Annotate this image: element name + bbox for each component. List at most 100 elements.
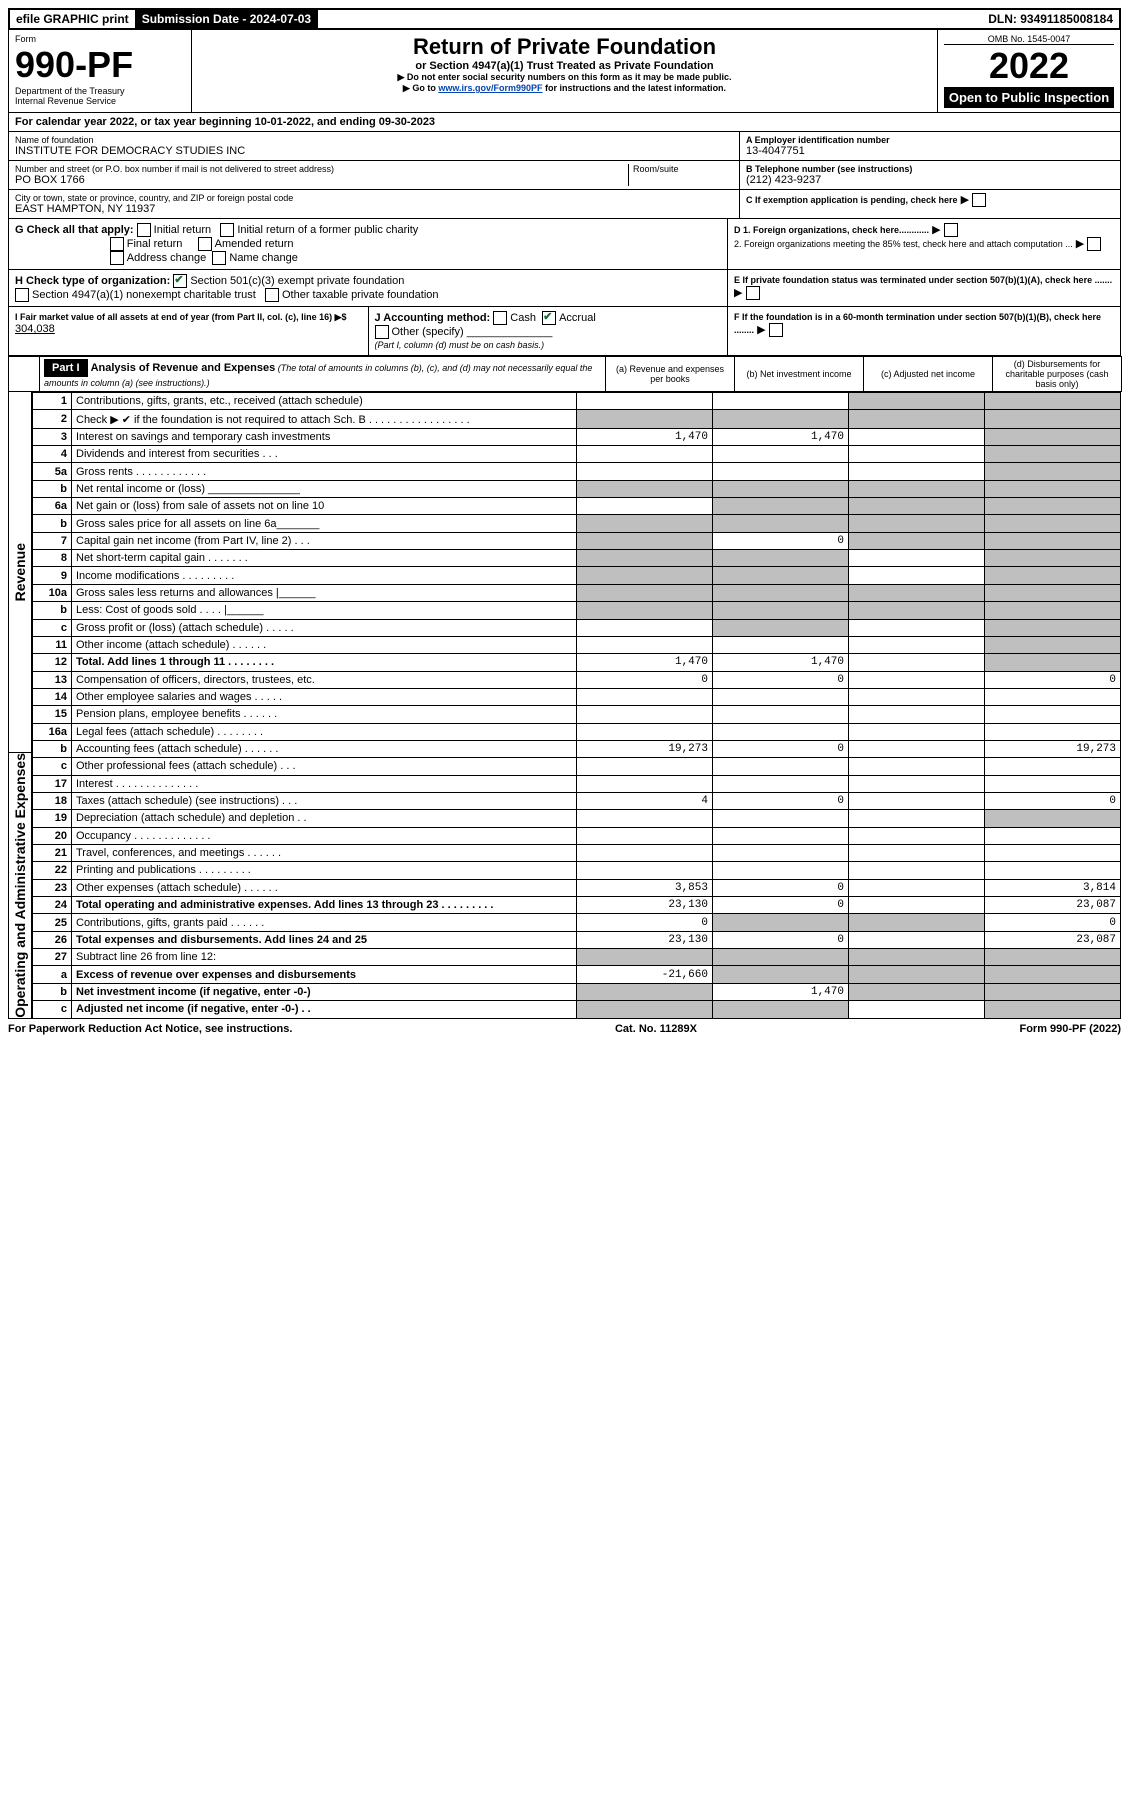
g-addr-change[interactable]: [110, 251, 124, 265]
city: EAST HAMPTON, NY 11937: [15, 203, 733, 215]
irs-link[interactable]: www.irs.gov/Form990PF: [438, 83, 542, 93]
cell-dcol: [984, 949, 1120, 966]
cell-c: [848, 758, 984, 775]
cell-c: [848, 706, 984, 723]
line-desc: Occupancy . . . . . . . . . . . . .: [72, 827, 577, 844]
table-row: bGross sales price for all assets on lin…: [33, 515, 1121, 532]
table-row: 24Total operating and administrative exp…: [33, 897, 1121, 914]
table-row: cGross profit or (loss) (attach schedule…: [33, 619, 1121, 636]
line-desc: Gross profit or (loss) (attach schedule)…: [72, 619, 577, 636]
cell-b: [712, 706, 848, 723]
cell-dcol: [984, 446, 1120, 463]
d2-checkbox[interactable]: [1087, 237, 1101, 251]
line-number: 11: [33, 636, 72, 653]
cell-c: [848, 446, 984, 463]
cell-b: [712, 758, 848, 775]
j-other[interactable]: [375, 325, 389, 339]
cell-b: [712, 410, 848, 428]
cell-b: 0: [712, 532, 848, 549]
cell-a: [576, 1001, 712, 1019]
g-name-change[interactable]: [212, 251, 226, 265]
table-row: 14Other employee salaries and wages . . …: [33, 688, 1121, 705]
form-label: Form: [15, 34, 185, 44]
cell-a: [576, 584, 712, 601]
cell-a: 0: [576, 671, 712, 688]
cell-b: 0: [712, 879, 848, 896]
cell-a: [576, 844, 712, 861]
cell-c: [848, 879, 984, 896]
line-number: 10a: [33, 584, 72, 601]
cell-b: [712, 636, 848, 653]
cell-c: [848, 393, 984, 410]
cell-c: [848, 1001, 984, 1019]
line-number: 21: [33, 844, 72, 861]
h-501c3[interactable]: [173, 274, 187, 288]
cell-a: [576, 723, 712, 740]
cell-c: [848, 671, 984, 688]
j-cash[interactable]: [493, 311, 507, 325]
cell-dcol: [984, 688, 1120, 705]
line-number: 18: [33, 792, 72, 809]
cell-c: [848, 619, 984, 636]
line-number: 17: [33, 775, 72, 792]
i-block: I Fair market value of all assets at end…: [9, 307, 369, 355]
cell-c: [848, 983, 984, 1000]
d-block: D 1. Foreign organizations, check here..…: [728, 219, 1120, 269]
cell-dcol: [984, 1001, 1120, 1019]
h-4947[interactable]: [15, 288, 29, 302]
foundation-name: INSTITUTE FOR DEMOCRACY STUDIES INC: [15, 145, 733, 157]
table-row: 27Subtract line 26 from line 12:: [33, 949, 1121, 966]
g-initial[interactable]: [137, 223, 151, 237]
cell-a: 23,130: [576, 897, 712, 914]
g-amended[interactable]: [198, 237, 212, 251]
part1-header: Part I: [44, 359, 88, 377]
table-row: 25Contributions, gifts, grants paid . . …: [33, 914, 1121, 931]
line-desc: Other professional fees (attach schedule…: [72, 758, 577, 775]
cell-b: [712, 723, 848, 740]
g-initial-former[interactable]: [220, 223, 234, 237]
line-number: 6a: [33, 498, 72, 515]
cell-a: [576, 688, 712, 705]
line-desc: Interest . . . . . . . . . . . . . .: [72, 775, 577, 792]
cell-a: 4: [576, 792, 712, 809]
g-final[interactable]: [110, 237, 124, 251]
cell-dcol: 0: [984, 671, 1120, 688]
line-desc: Compensation of officers, directors, tru…: [72, 671, 577, 688]
fmv: 304,038: [15, 323, 55, 335]
cell-a: [576, 498, 712, 515]
cell-b: [712, 393, 848, 410]
table-row: 19Depreciation (attach schedule) and dep…: [33, 810, 1121, 827]
revenue-label: Revenue: [12, 543, 28, 601]
line-desc: Dividends and interest from securities .…: [72, 446, 577, 463]
table-row: 9Income modifications . . . . . . . . .: [33, 567, 1121, 584]
cell-dcol: [984, 636, 1120, 653]
cell-dcol: 3,814: [984, 879, 1120, 896]
header-left: Form 990-PF Department of the Treasury I…: [9, 30, 192, 112]
cell-b: [712, 914, 848, 931]
line-number: 2: [33, 410, 72, 428]
cell-b: [712, 498, 848, 515]
cell-c: [848, 550, 984, 567]
cell-b: 1,470: [712, 654, 848, 671]
line-desc: Taxes (attach schedule) (see instruction…: [72, 792, 577, 809]
d1-checkbox[interactable]: [944, 223, 958, 237]
cell-dcol: 0: [984, 914, 1120, 931]
e-checkbox[interactable]: [746, 286, 760, 300]
c-cell: C If exemption application is pending, c…: [740, 190, 1120, 210]
line-number: 3: [33, 428, 72, 445]
cell-dcol: [984, 775, 1120, 792]
table-row: bAccounting fees (attach schedule) . . .…: [33, 740, 1121, 757]
cell-b: [712, 810, 848, 827]
cell-c: [848, 463, 984, 480]
cell-c: [848, 949, 984, 966]
j-accrual[interactable]: [542, 311, 556, 325]
c-checkbox[interactable]: [972, 193, 986, 207]
cell-a: [576, 480, 712, 497]
h-other[interactable]: [265, 288, 279, 302]
table-row: 12Total. Add lines 1 through 11 . . . . …: [33, 654, 1121, 671]
f-checkbox[interactable]: [769, 323, 783, 337]
cell-dcol: [984, 844, 1120, 861]
cell-a: -21,660: [576, 966, 712, 983]
period-row: For calendar year 2022, or tax year begi…: [8, 113, 1121, 132]
g-d-row: G Check all that apply: Initial return I…: [8, 219, 1121, 270]
